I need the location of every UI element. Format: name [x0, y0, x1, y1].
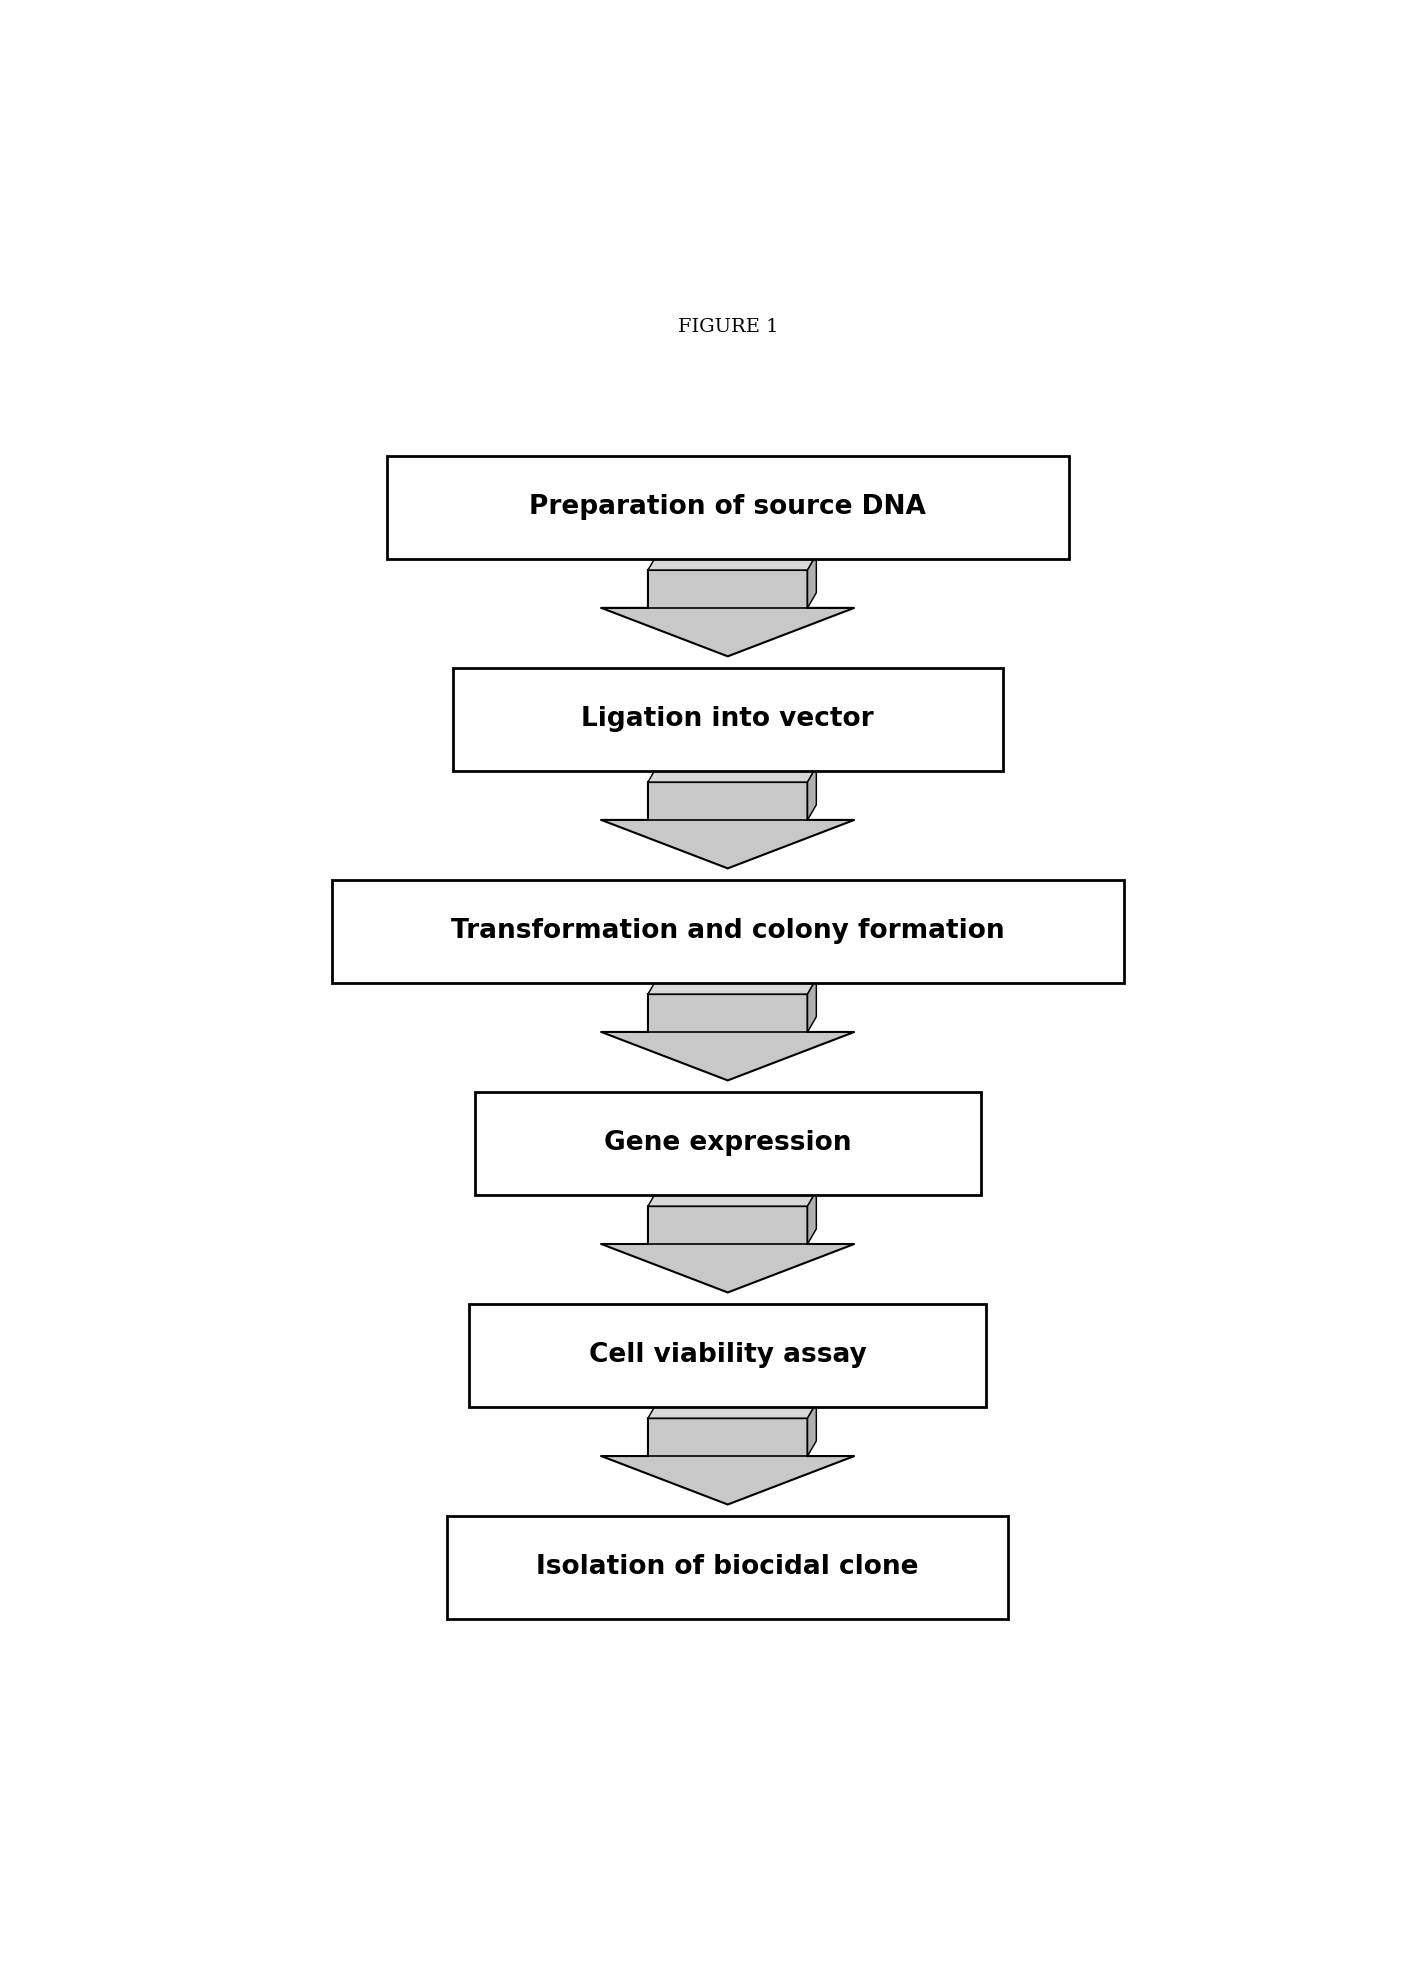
Text: Gene expression: Gene expression	[604, 1131, 852, 1157]
Polygon shape	[648, 767, 816, 783]
Polygon shape	[808, 767, 816, 820]
Polygon shape	[648, 1402, 816, 1418]
Bar	[332, 879, 1125, 984]
Text: Ligation into vector: Ligation into vector	[581, 706, 875, 732]
Polygon shape	[601, 1206, 855, 1292]
Polygon shape	[648, 980, 816, 993]
Polygon shape	[808, 1402, 816, 1456]
Text: Cell viability assay: Cell viability assay	[589, 1341, 866, 1369]
Text: FIGURE 1: FIGURE 1	[677, 319, 778, 336]
Polygon shape	[601, 993, 855, 1080]
Polygon shape	[808, 980, 816, 1033]
Text: Preparation of source DNA: Preparation of source DNA	[530, 494, 926, 519]
Bar	[453, 667, 1003, 771]
Polygon shape	[648, 555, 816, 570]
Polygon shape	[648, 1190, 816, 1206]
Bar	[469, 1304, 987, 1406]
Text: Transformation and colony formation: Transformation and colony formation	[452, 919, 1004, 944]
Polygon shape	[601, 1418, 855, 1505]
Bar	[474, 1092, 981, 1194]
Polygon shape	[601, 783, 855, 867]
Polygon shape	[601, 570, 855, 657]
Text: Isolation of biocidal clone: Isolation of biocidal clone	[537, 1554, 919, 1580]
Bar	[447, 1517, 1008, 1619]
Polygon shape	[808, 1190, 816, 1243]
Bar	[386, 456, 1069, 559]
Polygon shape	[808, 555, 816, 608]
